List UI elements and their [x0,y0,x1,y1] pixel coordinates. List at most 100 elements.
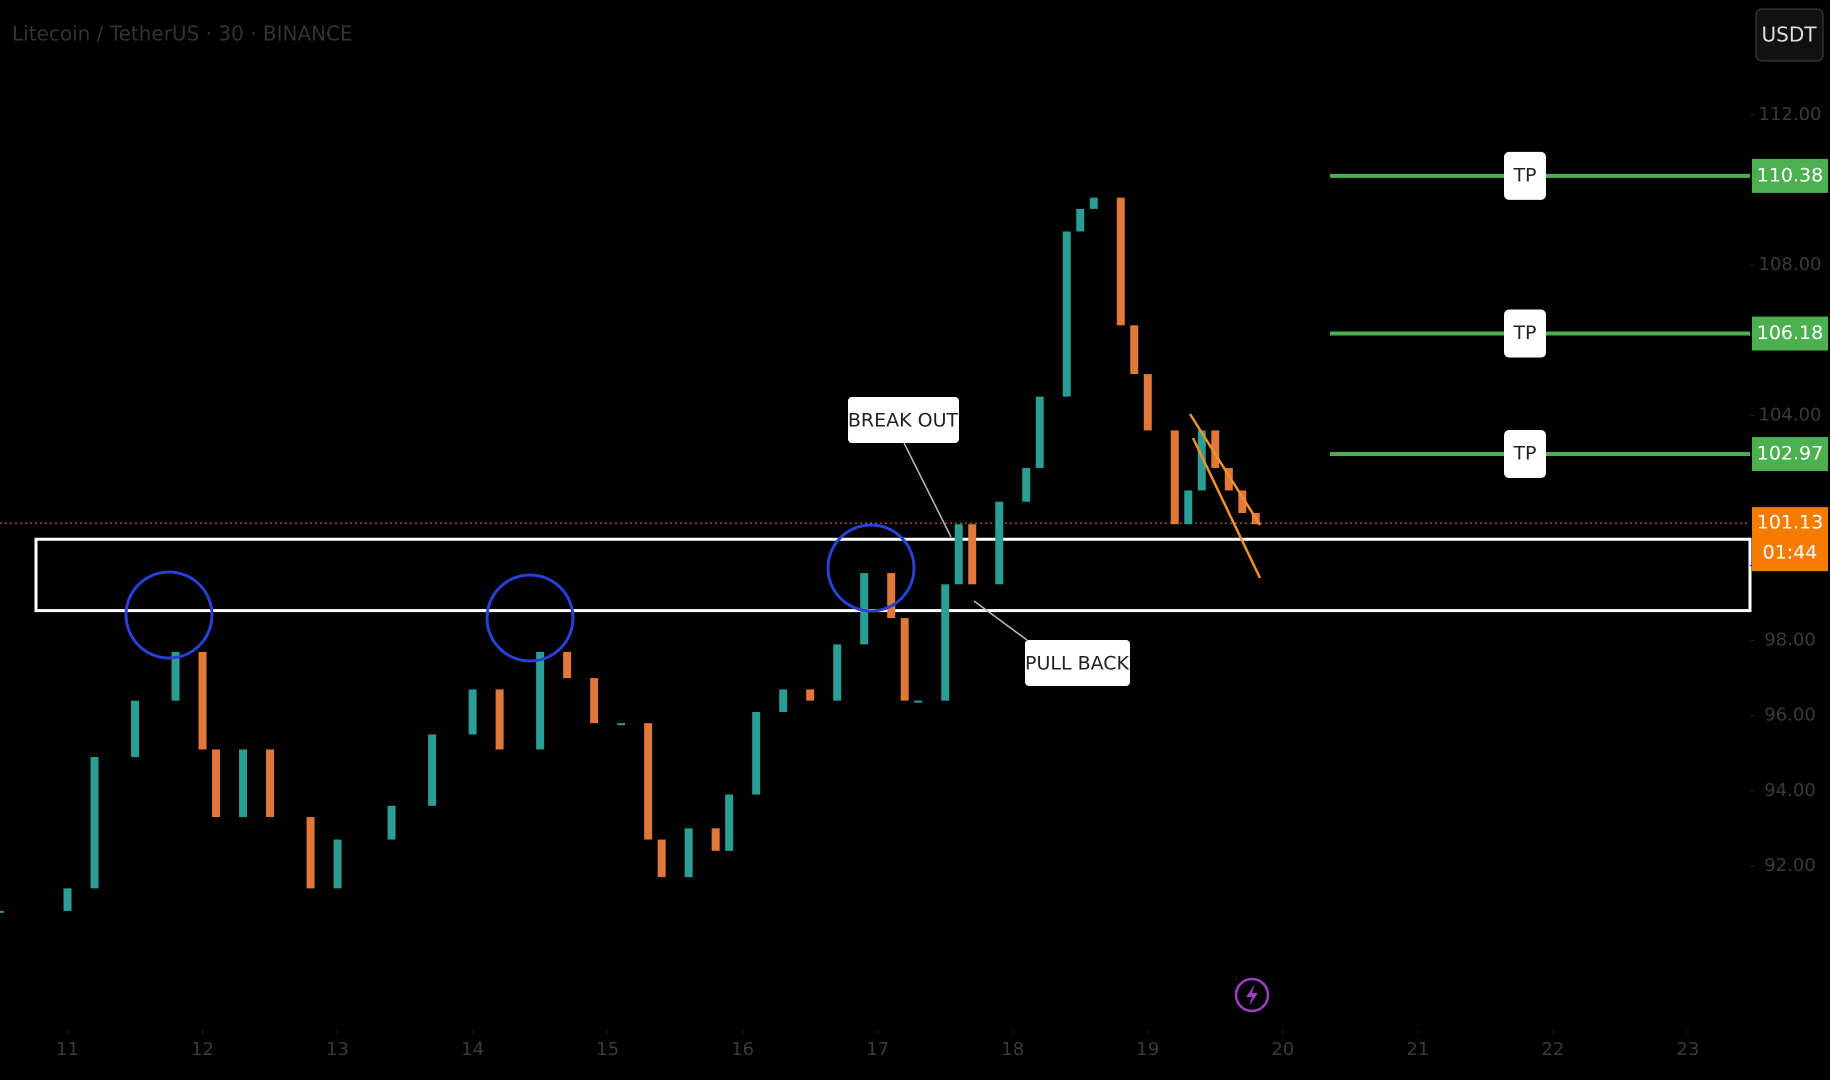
currency-button[interactable] [1755,8,1824,62]
candle [239,749,248,818]
candle [1076,208,1085,232]
candle [941,584,950,701]
x-tick-label: 20 [1271,1039,1294,1060]
x-tick-label: 22 [1541,1039,1564,1060]
candle [495,689,504,750]
callout-text: BREAK OUT [848,410,959,432]
x-tick-label: 15 [596,1039,619,1060]
x-tick-label: 11 [56,1039,79,1060]
callout-line [973,600,1028,641]
candle [1062,231,1071,397]
candle [1130,325,1139,375]
x-tick-label: 17 [866,1039,889,1060]
x-tick-label: 19 [1136,1039,1159,1060]
tp-price: 102.97 [1757,443,1823,465]
candle [198,651,207,750]
candle [1211,430,1220,468]
candle [63,888,72,911]
candle [725,794,734,851]
candle [887,573,896,619]
candle [617,723,626,726]
candle [306,817,315,889]
candle [468,689,477,735]
candle [806,689,815,701]
candle [563,651,572,679]
candle [1089,197,1098,209]
tp-box [1504,151,1546,200]
candle [1116,197,1125,326]
tp-price-tag [1752,158,1828,193]
candle [266,749,275,818]
candle [752,711,761,795]
tp-price-tag [1752,316,1828,351]
chart-title: Litecoin / TetherUS · 30 · BINANCE [12,22,353,46]
callout-box [848,397,959,443]
candle [1238,490,1247,513]
tp-price: 110.38 [1757,164,1823,186]
candle [1022,467,1031,502]
x-tick-label: 21 [1406,1039,1429,1060]
candle [900,618,909,701]
x-tick-label: 12 [191,1039,214,1060]
candle [90,756,99,889]
candle [914,700,923,703]
tp-price: 106.18 [1757,322,1823,344]
candle [171,651,180,701]
y-tick-label: 94.00 [1764,780,1816,801]
tp-label: TP [1512,164,1536,186]
candle [212,749,221,818]
candle [333,839,342,889]
tp-box [1504,430,1546,479]
callout-box [1025,640,1130,686]
y-tick-label: 92.00 [1764,855,1816,876]
candle [1035,396,1044,468]
candle [954,524,963,585]
candle [1170,430,1179,525]
candle [387,805,396,840]
candle [0,910,4,913]
last-price-tag [1752,507,1828,572]
candle [1197,430,1206,491]
candle [833,644,842,701]
y-tick-label: 112.00 [1759,104,1822,125]
candle [131,700,140,757]
candle [536,651,545,750]
candle [860,573,869,645]
y-tick-label: 98.00 [1764,630,1816,651]
y-tick-label: 108.00 [1759,254,1822,275]
candle [1184,490,1193,525]
highlight-circle [826,523,916,613]
candle [968,524,977,585]
x-tick-label: 23 [1676,1039,1699,1060]
channel-line [1188,413,1262,526]
tp-label: TP [1512,322,1536,344]
countdown: 01:44 [1763,542,1818,564]
tp-price-tag [1752,437,1828,472]
candle [657,839,666,878]
tp-label: TP [1512,443,1536,465]
last-price: 101.13 [1757,512,1823,534]
candle [1224,467,1233,491]
callout-line [903,442,952,538]
candle [684,828,693,878]
tp-box [1504,309,1546,358]
x-tick-label: 14 [461,1039,484,1060]
x-tick-label: 13 [326,1039,349,1060]
candle [590,678,599,724]
event-icon[interactable] [1234,977,1270,1013]
candle [779,689,788,712]
candle [711,828,720,851]
candle [428,734,437,806]
y-tick-label: 104.00 [1759,404,1822,425]
highlight-circle [485,573,575,663]
highlight-circle [124,570,214,660]
currency-label: USDT [1762,23,1818,47]
candle [1143,374,1152,431]
x-tick-label: 16 [731,1039,754,1060]
event-icon-bolt [1246,984,1258,1006]
channel-line [1191,437,1262,579]
x-tick-label: 18 [1001,1039,1024,1060]
candle [644,723,653,840]
callout-text: PULL BACK [1025,653,1130,675]
